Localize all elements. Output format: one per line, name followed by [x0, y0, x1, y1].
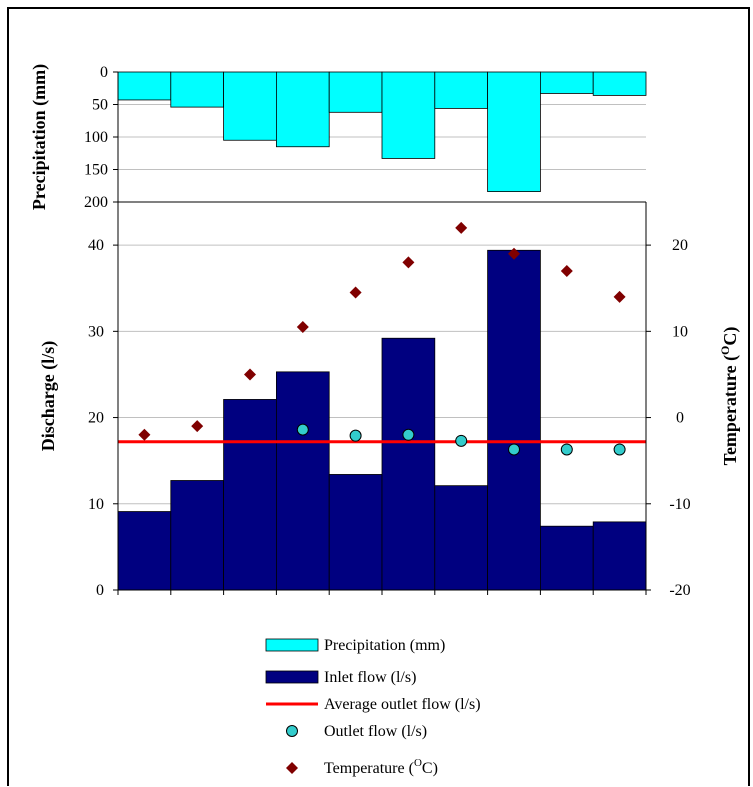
legend-temperature-marker	[286, 762, 298, 774]
temperature-point	[455, 221, 468, 234]
precipitation-bar	[592, 71, 647, 96]
inlet-flow-bar	[381, 337, 436, 591]
legend: Precipitation (mm) Inlet flow (l/s) Averag…	[265, 637, 481, 777]
temperature-point	[613, 290, 626, 303]
precipitation-bar	[223, 71, 277, 141]
legend-label-avg: Average outlet flow (l/s)	[324, 696, 481, 713]
precipitation-bar	[275, 71, 330, 148]
temperature-point	[296, 321, 309, 334]
legend-label-base: Temperature (	[324, 760, 414, 777]
inlet-flow-bar	[487, 249, 541, 591]
discharge-tick-label: 10	[88, 496, 104, 513]
temperature-tick-label: 10	[672, 323, 688, 340]
precipitation-axis-title: Precipitation (mm)	[29, 64, 50, 210]
inlet-flow-bar	[434, 485, 488, 591]
legend-label-inlet: Inlet flow (l/s)	[324, 669, 416, 686]
temperature-axis-title-sup: O	[718, 346, 732, 355]
axes	[113, 71, 651, 595]
chart-frame	[7, 7, 750, 786]
temperature-point	[349, 286, 362, 299]
legend-precipitation-swatch	[265, 638, 319, 652]
precip-tick-label: 50	[92, 97, 108, 114]
inlet-flow-bar	[275, 371, 330, 591]
inlet-flow-bar	[592, 521, 647, 591]
precip-tick-label: 150	[84, 162, 108, 179]
temperature-axis-title-end: C)	[720, 327, 741, 346]
temperature-tick-label: 20	[672, 237, 688, 254]
precip-tick-label: 100	[84, 129, 108, 146]
legend-label-outlet: Outlet flow (l/s)	[324, 723, 427, 740]
outlet-flow-point	[349, 429, 362, 442]
precipitation-bar	[381, 71, 436, 159]
precipitation-bars	[117, 71, 647, 192]
outlet-flow-point	[402, 428, 415, 441]
inlet-flow-bar	[223, 399, 277, 591]
outlet-flow-points	[296, 423, 626, 456]
outlet-flow-point	[508, 443, 520, 456]
discharge-tick-label: 30	[88, 323, 104, 340]
discharge-tick-label: 40	[88, 237, 104, 254]
temperature-tick-label: -20	[669, 582, 690, 599]
temperature-point	[244, 368, 256, 381]
precipitation-bar	[540, 71, 594, 94]
tick-labels: 0 50 100 150 200 0 10 20 30 40 -20 -10 0 10 20	[84, 64, 691, 599]
inlet-flow-bar	[117, 511, 172, 591]
inlet-flow-bars	[117, 249, 647, 591]
outlet-flow-point	[455, 434, 468, 447]
precipitation-bar	[117, 71, 172, 101]
temperature-point	[560, 264, 573, 277]
precip-tick-label: 0	[100, 64, 108, 81]
temperature-point	[508, 247, 520, 260]
temperature-axis-title: Temperature (OC)	[718, 327, 741, 466]
legend-label-sup: O	[414, 757, 422, 769]
temperature-axis-title-base: Temperature (	[720, 355, 741, 465]
temperature-point	[402, 256, 415, 269]
legend-label-end: C)	[422, 760, 438, 777]
temperature-point	[138, 428, 151, 441]
precipitation-bar	[328, 71, 383, 113]
inlet-flow-bar	[170, 480, 225, 591]
legend-outlet-marker	[286, 725, 298, 737]
inlet-flow-bar	[540, 525, 594, 591]
temperature-tick-label: 0	[676, 410, 684, 427]
outlet-flow-point	[296, 423, 309, 436]
outlet-flow-point	[613, 443, 626, 456]
discharge-axis-title: Discharge (l/s)	[38, 341, 59, 451]
precipitation-bar	[487, 71, 541, 192]
discharge-tick-label: 0	[96, 582, 104, 599]
precipitation-bar	[434, 71, 488, 109]
legend-inlet-swatch	[265, 670, 319, 684]
inlet-flow-bar	[328, 474, 383, 591]
discharge-tick-label: 20	[88, 410, 104, 427]
precip-tick-label: 200	[84, 194, 108, 211]
outlet-flow-point	[560, 443, 573, 456]
temperature-point	[191, 420, 204, 433]
temperature-points	[138, 221, 626, 441]
temperature-tick-label: -10	[669, 496, 690, 513]
precipitation-bar	[170, 71, 225, 108]
legend-label-temp: Temperature (OC)	[324, 757, 438, 777]
legend-label-precip: Precipitation (mm)	[324, 637, 445, 654]
